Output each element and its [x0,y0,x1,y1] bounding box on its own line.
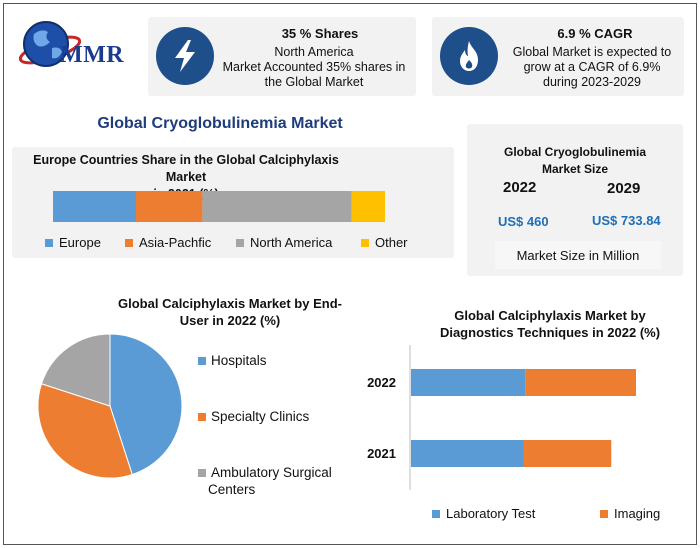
bar-segment-europe [53,191,136,222]
pie-legend-hospitals: Hospitals [198,352,267,369]
diagnostics-chart-title: Global Calciphylaxis Market by Diagnosti… [439,308,661,340]
pie-legend-ambulatory-surgical-centers: Ambulatory Surgical Centers [198,464,332,498]
legend-europe: Europe [45,235,101,250]
europe-share-card: Europe Countries Share in the Global Cal… [12,147,454,258]
bar-segment-other [351,191,385,222]
legend-swatch [198,357,206,365]
shares-stat-text: North America Market Accounted 35% share… [222,45,406,89]
market-size-year-2022: 2022 [503,179,537,196]
lightning-icon [156,27,214,85]
y-tick-label-2021: 2021 [367,446,396,461]
market-size-unit: Market Size in Million [495,241,661,269]
flame-icon [440,27,498,85]
market-size-year-2029: 2029 [607,180,641,197]
infographic-frame [3,3,697,545]
legend-imaging: Imaging [600,506,660,521]
end-user-pie-chart [37,333,183,479]
market-size-card: Global Cryoglobulinemia Market Size 2022… [467,124,683,276]
bar-2021-laboratory-test [411,440,524,467]
legend-north-america: North America [236,235,332,250]
bar-2022-laboratory-test [411,369,526,396]
legend-laboratory-test: Laboratory Test [432,506,535,521]
mmr-logo: MMR [14,14,144,78]
diagnostics-stacked-bar-chart: 2022 2021 [367,345,636,490]
bar-segment-asia-pachfic [136,191,203,222]
legend-swatch [361,238,369,247]
market-size-value-2029: US$ 733.84 [592,213,661,228]
market-size-title: Global Cryoglobulinemia Market Size [503,145,646,176]
pie-slice-specialty-clinics [37,383,133,479]
legend-asia-pacific: Asia-Pachfic [125,235,211,250]
pie-chart-title: Global Calciphylaxis Market by End- User… [118,296,342,328]
legend-other: Other [361,235,408,250]
shares-stat-card: 35 % Shares North America Market Account… [148,17,416,96]
cagr-stat-text: Global Market is expected to grow at a C… [512,45,672,89]
cagr-stat-card: 6.9 % CAGR Global Market is expected to … [432,17,684,96]
bar-segment-north-america [202,191,352,222]
shares-stat-title: 35 % Shares [281,26,359,41]
globe-icon [18,21,82,67]
market-size-value-2022: US$ 460 [498,214,549,229]
bar-2021-imaging [523,440,612,467]
legend-swatch [198,413,206,421]
bar-2022-imaging [525,369,636,396]
legend-swatch [432,509,440,518]
pie-legend-specialty-clinics: Specialty Clinics [198,408,309,425]
legend-swatch [198,469,206,477]
legend-swatch [236,238,244,247]
page-title: Global Cryoglobulinemia Market [97,115,343,132]
europe-share-stacked-bar [53,191,385,222]
logo-text: MMR [60,42,125,68]
legend-swatch [600,509,608,518]
pie-slice-ambulatory-surgical-centers [40,333,111,407]
y-tick-label-2022: 2022 [367,375,396,390]
pie-slice-hospitals [109,333,183,476]
legend-swatch [125,238,133,247]
cagr-stat-title: 6.9 % CAGR [557,26,633,41]
legend-swatch [45,238,53,247]
